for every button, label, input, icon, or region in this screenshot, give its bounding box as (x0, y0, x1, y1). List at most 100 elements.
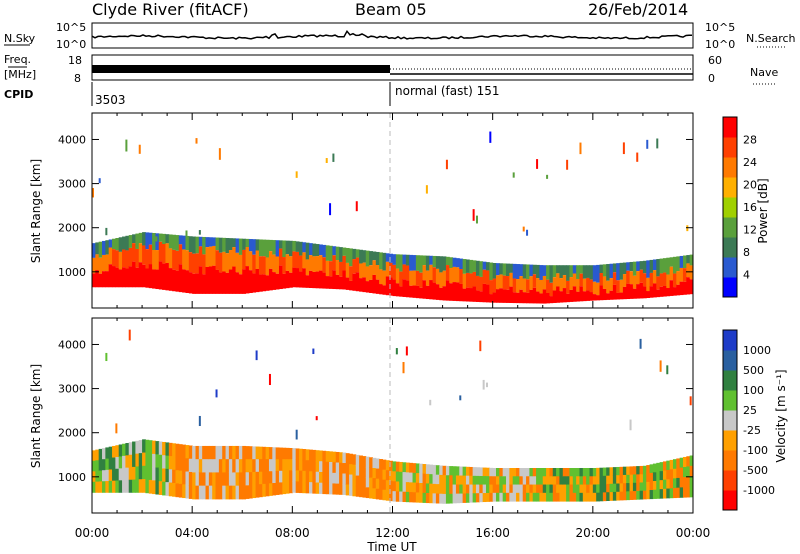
velocity-cell (629, 466, 634, 476)
power-cell (469, 273, 474, 289)
velocity-cell (522, 468, 527, 477)
colorbar-swatch (723, 410, 737, 431)
velocity-cell (562, 476, 567, 486)
velocity-cell (679, 487, 684, 498)
velocity-cell (148, 479, 153, 494)
power-core-cell (248, 270, 253, 293)
power-fringe-cell (632, 261, 637, 276)
power-core-cell (242, 269, 247, 294)
velocity-cell (135, 440, 140, 455)
velocity-cell (602, 492, 607, 502)
velocity-sparse-cell (405, 346, 408, 356)
x-tick-label: 16:00 (475, 526, 510, 540)
colorbar-swatch (723, 177, 737, 198)
velocity-cell (158, 441, 163, 456)
velocity-cell (98, 448, 103, 461)
velocity-cell (586, 492, 590, 502)
power-core-cell (332, 270, 337, 290)
power-sparse-cell (526, 229, 529, 236)
velocity-cell (362, 486, 367, 498)
velocity-cell (372, 478, 377, 489)
velocity-cell (402, 481, 407, 493)
velocity-cell (285, 470, 290, 483)
power-cell (172, 249, 176, 270)
power-fringe-cell (309, 243, 313, 256)
velocity-cell (228, 472, 233, 487)
velocity-cell (315, 471, 320, 484)
power-cell (235, 252, 240, 273)
velocity-cell (539, 484, 544, 494)
velocity-cell (202, 472, 207, 487)
colorbar-swatch (723, 217, 737, 238)
power-core-cell (138, 262, 143, 288)
power-core-cell (439, 287, 444, 301)
nave-tick-bottom: 0 (708, 72, 715, 85)
power-fringe-cell (589, 265, 594, 280)
velocity-cell (445, 475, 450, 486)
power-fringe-cell (382, 252, 387, 271)
power-fringe-cell (579, 265, 584, 274)
velocity-cell (188, 485, 193, 499)
velocity-cell (455, 484, 460, 495)
power-core-cell (652, 283, 657, 298)
velocity-cell (662, 479, 667, 490)
velocity-cell (228, 485, 233, 500)
velocity-y-ticks: 1000 2000 3000 4000 (58, 338, 693, 484)
colorbar-swatch (723, 370, 737, 391)
velocity-cell (258, 446, 263, 460)
velocity-cell (532, 492, 537, 502)
power-fringe-cell (399, 254, 404, 272)
velocity-cell (369, 487, 373, 499)
velocity-cell (539, 476, 544, 486)
power-fringe-cell (332, 246, 337, 256)
velocity-cell (639, 474, 644, 483)
power-core-cell (676, 284, 681, 296)
power-core-cell (175, 270, 180, 292)
power-cell (198, 246, 203, 267)
velocity-cell (659, 480, 664, 490)
velocity-cell (288, 448, 293, 460)
velocity-cell (142, 479, 146, 493)
station-title: Clyde River (fitACF) (92, 0, 249, 19)
power-cell (586, 277, 590, 291)
velocity-cell (519, 476, 524, 486)
power-cell (158, 241, 163, 262)
power-core-cell (405, 280, 410, 298)
velocity-cell (442, 465, 447, 476)
cpid-first-id: 3503 (95, 93, 126, 107)
power-core-cell (679, 281, 684, 296)
velocity-cell (582, 476, 587, 486)
velocity-cell (586, 484, 590, 494)
velocity-cell (205, 472, 210, 487)
velocity-cell (145, 479, 150, 494)
power-fringe-cell (108, 239, 113, 248)
velocity-cell (108, 469, 113, 482)
velocity-cell (502, 492, 507, 502)
velocity-cell (549, 492, 554, 502)
velocity-cell (472, 484, 477, 494)
colorbar-swatch (723, 257, 737, 278)
power-fringe-cell (682, 255, 687, 269)
power-cell (389, 262, 393, 278)
power-fringe-cell (475, 260, 480, 276)
power-core-cell (412, 285, 417, 298)
velocity-cell (562, 468, 567, 477)
power-cell (622, 274, 627, 287)
velocity-cell (509, 476, 514, 486)
x-tick-label: 00:00 (75, 526, 110, 540)
power-core-cell (329, 276, 333, 289)
power-core-cell (198, 266, 203, 294)
power-cell (649, 272, 654, 287)
power-fringe-cell (435, 256, 440, 269)
power-core-cell (589, 292, 594, 301)
power-cell (379, 269, 383, 285)
velocity-cell (536, 468, 540, 477)
power-cell (262, 256, 267, 275)
power-cell (682, 268, 687, 282)
power-core-cell (108, 264, 113, 288)
x-tick-label: 04:00 (175, 526, 210, 540)
velocity-cell (309, 471, 313, 483)
velocity-cell (669, 488, 674, 499)
power-fringe-cell (145, 232, 150, 250)
power-core-cell (232, 266, 237, 294)
